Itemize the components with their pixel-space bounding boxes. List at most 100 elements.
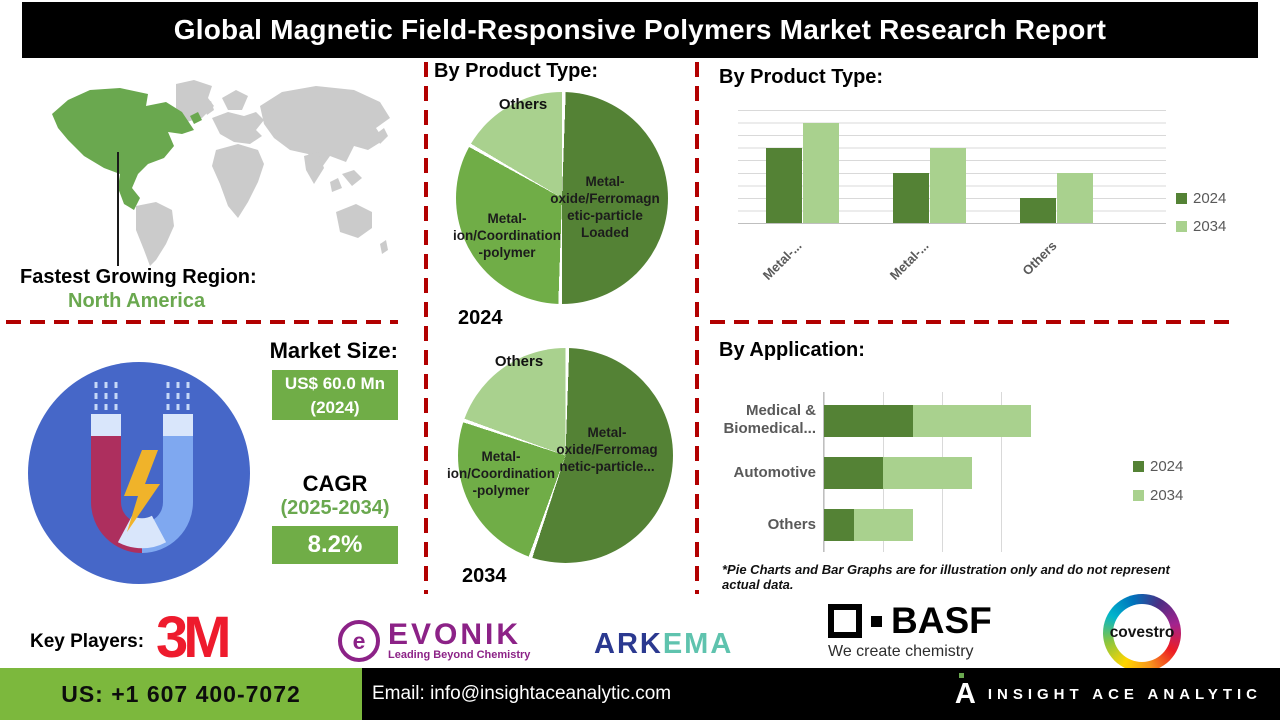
app-legend-label-2024: 2024 [1150,458,1184,475]
pie-2034-label-metal-oxide: Metal-oxide/Ferromagnetic-particle... [556,425,658,474]
pie-2034-label-others: Others [494,353,544,370]
legend-swatch-2034 [1176,221,1187,232]
region-indonesia [330,178,342,192]
app-legend-swatch-2034 [1133,490,1144,501]
magnet-badge [28,362,250,584]
basf-wordmark: BASF [891,600,992,641]
market-size-value: US$ 60.0 Mn [284,374,386,393]
footer-email[interactable]: Email: info@insightaceanalytic.com [372,683,672,704]
app-legend-2034: 2034 [1133,487,1183,504]
evonik-e-letter: e [352,627,366,654]
appbar-2034-row1 [912,405,1031,437]
divider-vertical-left [424,62,428,594]
appbar-2034-row3 [853,509,913,541]
title-bar: Global Magnetic Field-Responsive Polymer… [22,2,1258,58]
application-bar-chart [823,392,1060,552]
covestro-wordmark: covestro [1109,624,1175,641]
bar-2024-group3 [1020,197,1056,223]
evonik-wordmark: EVONIK [388,618,522,651]
bar-legend-2034: 2034 [1176,218,1226,235]
continent-australia [336,204,372,238]
continent-africa [212,144,264,218]
world-map [52,80,390,266]
pie-2024-label-metal-oxide: Metal-oxide/Ferromagnetic-particle Loade… [550,174,660,240]
region-india [304,152,324,184]
bar-2034-group2 [930,147,966,223]
app-legend-2024: 2024 [1133,458,1183,475]
pie-2024-label-metal-ion: Metal-ion/Coordination-polymer [453,211,561,260]
region-japan [376,128,388,144]
basf-tagline: We create chemistry [828,643,974,660]
pie-chart-2034 [458,348,673,563]
footer-brand: A INSIGHT ACE ANALYTIC [955,668,1262,720]
insight-ace-brand-name: INSIGHT ACE ANALYTIC [987,685,1262,703]
pie-2034-label-metal-ion: Metal-ion/Coordination-polymer [447,449,555,498]
logo-3m: 3M [156,605,232,670]
logo-evonik: e EVONIK Leading Beyond Chemistry [338,620,530,662]
insight-ace-logo-icon: A [954,672,976,710]
disclaimer-footnote: *Pie Charts and Bar Graphs are for illus… [722,562,1170,592]
key-players-label: Key Players: [30,631,145,652]
footer-bar: US: +1 607 400-7072 Email: info@insighta… [0,668,1280,720]
basf-square-filled-icon [871,615,882,627]
logo-covestro: covestro [1103,594,1181,672]
market-size-heading: Market Size: [269,338,398,363]
market-size-year: (2024) [310,398,360,417]
evonik-e-icon: e [338,620,380,662]
region-new-zealand [380,240,388,254]
continent-asia [260,86,390,170]
appbar-2034-row2 [883,457,972,489]
bar-xlabel-3: Others [1019,238,1060,279]
region-se-asia [342,170,362,186]
footer-phone: US: +1 607 400-7072 [61,680,301,707]
fastest-growing-region-label: Fastest Growing Region: [20,266,257,288]
continent-europe [212,112,264,144]
market-size-value-box: US$ 60.0 Mn (2024) [272,370,398,420]
footer-phone-block: US: +1 607 400-7072 [0,668,362,720]
bar-xlabel-1: Metal-... [759,238,805,283]
pie-section-heading: By Product Type: [434,60,599,82]
bar-2034-group3 [1057,172,1093,223]
island-canada-east [190,112,202,124]
appbar-2024-row2 [824,457,883,489]
continent-south-america [136,202,174,266]
app-legend-label-2034: 2034 [1150,487,1184,504]
bar-2024-group2 [893,172,929,223]
legend-swatch-2024 [1176,193,1187,204]
logo-arkema: ARKEMA [594,628,733,661]
page-title: Global Magnetic Field-Responsive Polymer… [173,14,1107,45]
bar-2034-group1 [803,122,839,223]
arkema-wordmark-dark: ARK [594,628,663,660]
application-section-heading: By Application: [719,339,865,361]
legend-label-2034: 2034 [1193,218,1227,235]
region-uk [204,101,214,115]
cagr-label: CAGR [302,471,368,496]
cagr-value-box: 8.2% [272,526,398,564]
pie-2034-year-label: 2034 [462,565,507,587]
bar-xlabel-2: Metal-... [886,238,932,283]
continent-greenland [176,80,214,122]
divider-horizontal-left [6,320,398,324]
region-scandinavia [222,90,248,110]
basf-square-outline-icon [828,604,862,638]
lightning-bolt-icon [124,450,160,532]
continent-north-america-highlight [52,88,194,210]
divider-horizontal-right [710,320,1232,324]
app-legend-swatch-2024 [1133,461,1144,472]
product-type-bar-chart [738,110,1166,224]
bar-2024-group1 [766,147,802,223]
fastest-growing-region-value: North America [68,290,206,312]
logo-basf: BASF We create chemistry [828,600,992,661]
pie-chart-2024 [456,92,668,304]
pie-2024-year-label: 2024 [458,307,503,329]
appbar-2024-row1 [824,405,913,437]
bar-section-heading: By Product Type: [719,66,884,88]
divider-vertical-right [695,62,699,594]
arkema-wordmark-teal: EMA [662,628,734,660]
app-category-automotive: Automotive [733,464,817,481]
magnet-icon [91,382,193,553]
cagr-period: (2025-2034) [280,497,390,519]
covestro-ring-inner [1113,604,1171,662]
pie-2024-label-others: Others [498,96,548,113]
